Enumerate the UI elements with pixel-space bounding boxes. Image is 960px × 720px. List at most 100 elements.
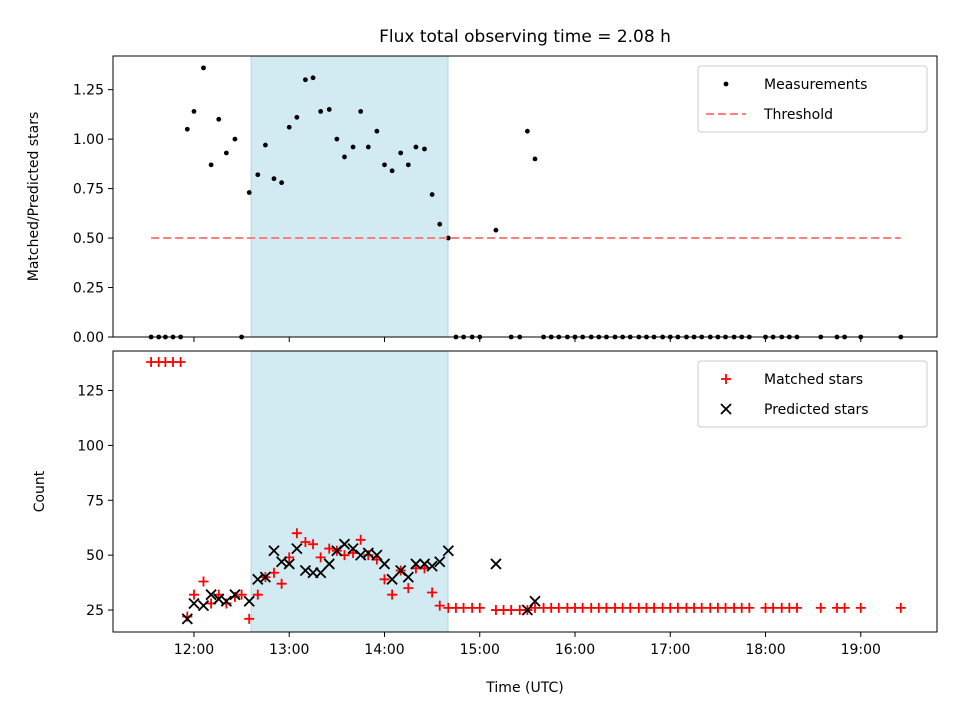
y-tick-label: 0.75 — [73, 182, 104, 198]
predicted-star-point — [402, 571, 414, 583]
matched-star-point — [625, 602, 636, 613]
predicted-star-point — [188, 597, 200, 610]
bottom-panel-counts: 25 50 75 100 125 12:00 13:00 14:00 15:00 16:00 17:… — [32, 350, 938, 658]
legend-label: Measurements — [764, 77, 867, 93]
observing-window-shade — [250, 350, 449, 633]
legend-box — [697, 360, 928, 428]
x-tick-label: 13:00 — [269, 642, 309, 658]
measurement-point — [294, 114, 300, 120]
matched-star-point — [308, 539, 319, 550]
top-panel-ratio: 0.00 0.25 0.50 0.75 1.00 1.25 Matched/Predicte… — [26, 55, 938, 346]
measurement-point — [326, 107, 332, 112]
measurement-point — [429, 192, 435, 197]
measurement-point — [279, 180, 285, 186]
y-axis-label: Matched/Predicted stars — [26, 112, 42, 282]
matched-star-point — [315, 552, 326, 563]
axes-frame — [112, 350, 938, 633]
matched-star-point — [720, 602, 731, 613]
legend-label: Predicted stars — [764, 402, 869, 418]
y-tick-label: 0.25 — [73, 281, 104, 297]
measurement-point — [350, 144, 356, 150]
figure-title: Flux total observing time = 2.08 h — [379, 27, 671, 47]
legend-matched-marker — [721, 374, 731, 384]
legend: Matched stars Predicted stars — [697, 360, 928, 428]
predicted-star-point — [205, 589, 217, 601]
predicted-star-point — [181, 613, 193, 625]
y-tick-label: 50 — [86, 548, 104, 564]
matched-star-point — [839, 602, 850, 613]
matched-star-point — [387, 589, 398, 600]
measurement-point — [334, 136, 340, 142]
legend-measurement-marker — [723, 81, 729, 87]
y-tick-label: 1.00 — [73, 132, 104, 148]
matched-star-point — [649, 602, 660, 613]
predicted-star-point — [268, 545, 280, 557]
matched-star-point — [744, 602, 755, 613]
predicted-star-point — [283, 558, 295, 570]
predicted-star-point — [426, 560, 438, 572]
legend-label: Matched stars — [764, 372, 863, 388]
measurement-point — [365, 144, 371, 150]
matched-star-point — [188, 589, 199, 600]
x-tick-label: 16:00 — [555, 642, 595, 658]
matched-star-point — [815, 602, 826, 613]
x-tick-label: 19:00 — [841, 642, 881, 658]
matched-star-point — [672, 602, 683, 613]
matched-star-point — [791, 602, 802, 613]
measurement-point — [493, 227, 499, 233]
predicted-star-point — [362, 547, 374, 559]
legend-label: Threshold — [763, 107, 833, 123]
matched-star-point — [474, 602, 485, 613]
y-tick-label: 125 — [77, 384, 104, 400]
y-axis-label: Count — [32, 470, 48, 512]
matched-star-point — [768, 602, 779, 613]
measurement-point — [389, 168, 395, 174]
x-tick-label: 14:00 — [364, 642, 404, 658]
measurement-point — [184, 126, 190, 132]
matched-star-point — [175, 356, 186, 367]
matched-star-point — [506, 605, 517, 616]
legend-predicted-marker — [720, 403, 732, 415]
measurement-point — [216, 116, 222, 122]
measurement-point — [255, 172, 261, 178]
matched-star-point — [236, 589, 247, 600]
matched-star-point — [458, 602, 469, 613]
y-tick-label: 0.50 — [73, 231, 104, 247]
measurement-point — [303, 77, 308, 83]
predicted-star-point — [323, 558, 335, 570]
matched-star-point — [427, 587, 438, 598]
legend: Measurements Threshold — [697, 65, 928, 133]
matched-star-point — [601, 602, 612, 613]
measurement-point — [382, 162, 387, 168]
observing-window-shade — [250, 55, 449, 338]
x-tick-label: 17:00 — [650, 642, 690, 658]
predicted-star-point — [243, 595, 255, 607]
measurement-point — [246, 190, 252, 195]
predicted-star-point — [220, 595, 232, 607]
matched-star-point — [276, 578, 287, 589]
matched-star-point — [696, 602, 707, 613]
predicted-star-point — [229, 589, 241, 601]
measurement-point — [445, 235, 451, 241]
measurement-point — [208, 162, 214, 168]
y-tick-label: 25 — [86, 603, 104, 619]
measurement-point — [358, 109, 364, 114]
axes-frame — [112, 55, 938, 338]
y-tick-label: 100 — [77, 438, 104, 454]
matched-star-point — [855, 602, 866, 613]
measurement-point — [342, 154, 347, 160]
predicted-star-point — [291, 542, 303, 555]
y-tick-label: 75 — [86, 493, 104, 509]
x-tick-label: 18:00 — [745, 642, 785, 658]
matched-star-point — [434, 600, 445, 611]
measurement-point — [191, 109, 197, 114]
measurement-point — [398, 150, 404, 156]
measurement-point — [422, 146, 427, 152]
matched-star-point — [577, 602, 588, 613]
measurement-point — [232, 136, 238, 142]
x-tick-label: 15:00 — [460, 642, 500, 658]
matched-star-point — [895, 602, 906, 613]
matched-star-point — [355, 534, 366, 545]
measurement-point — [201, 65, 206, 71]
